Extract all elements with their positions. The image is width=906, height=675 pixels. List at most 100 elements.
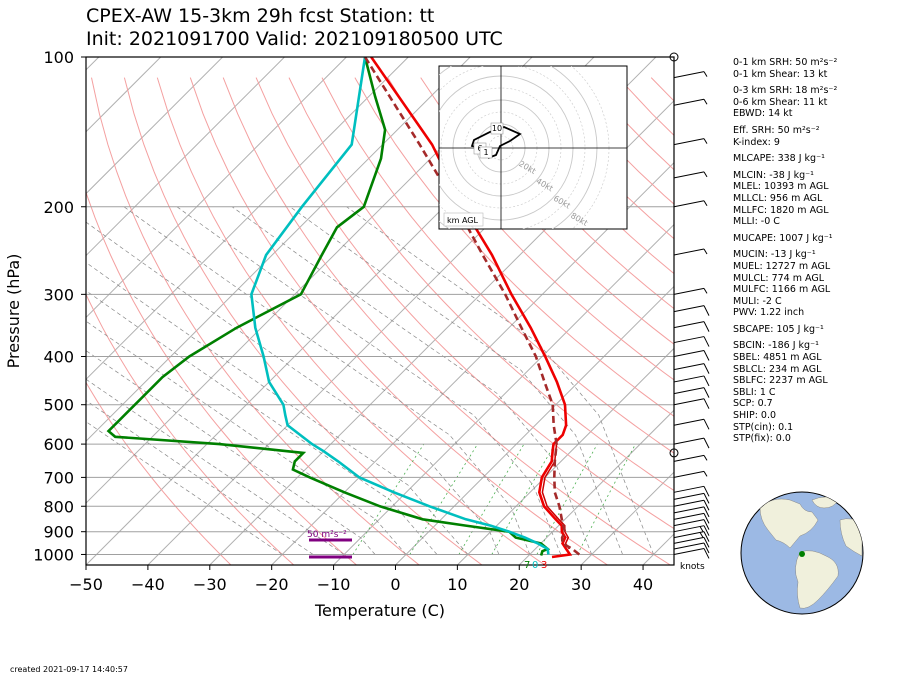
indices-panel: 0-1 km SRH: 50 m²s⁻² 0-1 km Shear: 13 kt 0… bbox=[733, 57, 837, 445]
index-row: STP(fix): 0.0 bbox=[733, 433, 791, 445]
wind-barb-flag bbox=[703, 321, 710, 332]
y-tick-label: 700 bbox=[43, 468, 74, 487]
y-tick-label: 600 bbox=[43, 435, 74, 454]
wind-barb bbox=[673, 454, 705, 462]
hodograph-units-label: km AGL bbox=[447, 216, 479, 225]
created-timestamp: created 2021-09-17 14:40:57 bbox=[10, 665, 128, 674]
y-tick-label: 300 bbox=[43, 285, 74, 304]
x-tick-label: −50 bbox=[69, 575, 103, 594]
hodograph-height-label: 10 bbox=[492, 124, 502, 133]
index-row: SBLI: 1 C bbox=[733, 386, 776, 398]
y-tick-label: 500 bbox=[43, 396, 74, 415]
wind-barb bbox=[673, 470, 705, 478]
wind-barb bbox=[673, 248, 705, 256]
hodograph: 20kt40kt60kt80kt1061km AGL bbox=[438, 65, 628, 230]
wind-barb-flag bbox=[703, 363, 710, 374]
srh-label: 50 m²s⁻² bbox=[307, 530, 347, 540]
wind-barb-half bbox=[703, 98, 708, 105]
isotherm bbox=[86, 57, 285, 257]
hodograph-units-box bbox=[443, 212, 484, 227]
index-row: SHIP: 0.0 bbox=[733, 410, 777, 422]
wind-barb-flag bbox=[703, 336, 710, 347]
wind-barb-half bbox=[703, 138, 708, 144]
surface-labels: 7 0 3 bbox=[524, 560, 547, 571]
wind-barb bbox=[673, 375, 705, 383]
index-row: 0-3 km SRH: 18 m²s⁻² bbox=[733, 85, 838, 97]
wind-barb-half bbox=[703, 200, 708, 207]
wind-barb-flag bbox=[703, 375, 710, 387]
dry-adiabat bbox=[86, 190, 357, 565]
index-row: MULFC: 1166 m AGL bbox=[733, 284, 831, 296]
y-tick-label: 900 bbox=[43, 523, 74, 542]
isotherm bbox=[86, 57, 471, 442]
x-tick-label: 40 bbox=[633, 575, 653, 594]
wind-barb-half bbox=[703, 455, 708, 461]
index-row: SCP: 0.7 bbox=[733, 398, 773, 410]
wind-barb-flag bbox=[703, 350, 710, 361]
wind-barb bbox=[673, 336, 705, 344]
wetbulb-line bbox=[250, 57, 550, 555]
index-row: MULI: -2 C bbox=[733, 295, 782, 307]
isotherm bbox=[209, 100, 674, 565]
wind-units-label: knots bbox=[680, 562, 705, 572]
wind-barb bbox=[673, 437, 705, 445]
dry-adiabat bbox=[486, 77, 674, 275]
wind-barb bbox=[673, 547, 705, 555]
isotherm bbox=[580, 471, 674, 565]
wind-barb-flag bbox=[703, 486, 710, 497]
y-tick-label: 400 bbox=[43, 348, 74, 367]
x-tick-label: −40 bbox=[131, 575, 165, 594]
wind-barb-flag bbox=[703, 419, 710, 430]
wind-barb bbox=[673, 71, 705, 79]
wind-barb bbox=[673, 512, 705, 520]
index-row: SBCAPE: 105 J kg⁻¹ bbox=[733, 323, 824, 335]
x-tick-label: 10 bbox=[447, 575, 467, 594]
index-row: PWV: 1.22 inch bbox=[733, 307, 805, 319]
x-tick-label: 0 bbox=[390, 575, 400, 594]
globe-land-south-america bbox=[795, 550, 839, 609]
index-row: 0-6 km Shear: 11 kt bbox=[733, 96, 828, 108]
chart-title: CPEX-AW 15-3km 29h fcst Station: tt bbox=[86, 5, 435, 27]
wind-barb bbox=[673, 138, 705, 146]
isobars bbox=[86, 57, 674, 555]
index-row: MLCAPE: 338 J kg⁻¹ bbox=[733, 153, 825, 165]
wind-barb-flag bbox=[703, 513, 710, 524]
wind-barb bbox=[673, 200, 705, 208]
wind-barb bbox=[673, 499, 705, 507]
globe-locator bbox=[740, 491, 864, 615]
index-row: 0-1 km SRH: 50 m²s⁻² bbox=[733, 57, 838, 68]
globe-land-greenland bbox=[811, 496, 839, 509]
chart-subtitle: Init: 2021091700 Valid: 202109180500 UTC bbox=[86, 28, 503, 50]
x-tick-label: 30 bbox=[571, 575, 591, 594]
wind-barb-flag bbox=[703, 531, 710, 542]
wind-barb-flag bbox=[703, 537, 710, 548]
station-marker bbox=[799, 551, 805, 557]
wind-barb-half bbox=[703, 71, 708, 77]
wind-barb bbox=[673, 398, 705, 406]
isotherm bbox=[86, 57, 223, 195]
dry-adiabat bbox=[86, 293, 295, 565]
hodograph-height-box bbox=[490, 122, 504, 135]
wind-barb-half bbox=[703, 288, 708, 294]
wind-barb bbox=[673, 506, 705, 514]
globe-land-africa bbox=[839, 518, 863, 557]
y-axis-label: Pressure (hPa) bbox=[4, 254, 23, 369]
dry-adiabat bbox=[91, 77, 420, 565]
isotherm bbox=[86, 57, 409, 381]
dry-adiabat bbox=[86, 381, 232, 565]
index-row: Eff. SRH: 50 m²s⁻² bbox=[733, 124, 820, 136]
profile-series bbox=[106, 57, 581, 559]
index-row: MUEL: 12727 m AGL bbox=[733, 260, 831, 272]
temperature-line bbox=[370, 57, 573, 559]
wind-barb bbox=[673, 350, 705, 357]
calm-wind-marker bbox=[669, 448, 679, 458]
x-axis-label: Temperature (C) bbox=[314, 601, 445, 620]
wind-barb bbox=[673, 387, 705, 395]
hodograph-height-box bbox=[479, 146, 493, 159]
wind-barb bbox=[673, 531, 705, 539]
dry-adiabat bbox=[420, 77, 674, 345]
wind-barb-flag bbox=[703, 437, 710, 449]
surface-label-dewpoint: 7 bbox=[524, 560, 530, 571]
wind-barb-half bbox=[699, 526, 704, 532]
